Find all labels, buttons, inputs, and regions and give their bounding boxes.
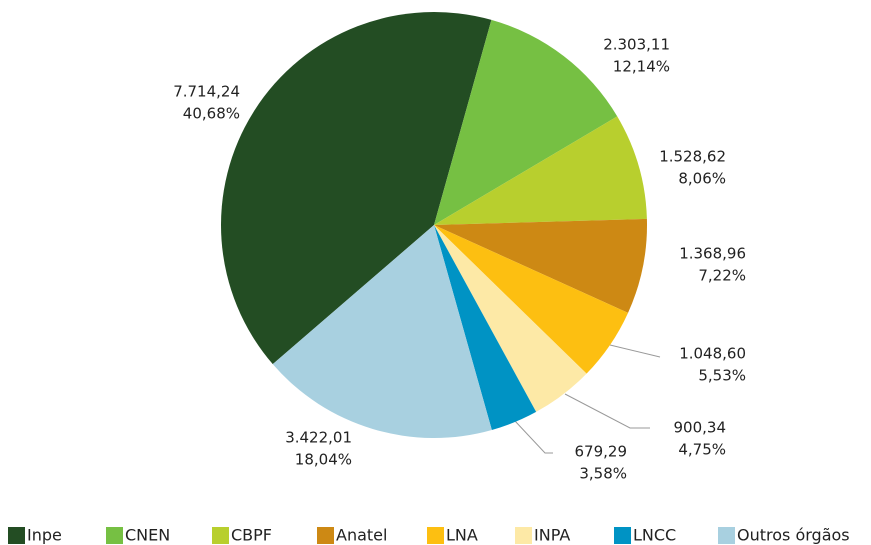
legend-label: CBPF	[231, 526, 272, 545]
percent-label: 8,06%	[678, 170, 726, 188]
legend-swatch	[427, 527, 444, 544]
legend-label: Outros órgãos	[737, 526, 850, 545]
value-label: 900,34	[674, 419, 727, 437]
pie-slice	[434, 225, 587, 412]
percent-label: 12,14%	[613, 58, 670, 76]
pie-slice	[434, 19, 618, 225]
legend-label: LNCC	[633, 526, 676, 545]
percent-label: 18,04%	[295, 451, 352, 469]
percent-label: 4,75%	[678, 441, 726, 459]
value-label: 1.528,62	[659, 148, 726, 166]
percent-label: 7,22%	[698, 267, 746, 285]
legend-label: LNA	[446, 526, 478, 545]
percent-label: 40,68%	[183, 105, 240, 123]
leader-line	[564, 393, 650, 429]
legend-label: Inpe	[27, 526, 62, 545]
legend-swatch	[614, 527, 631, 544]
value-label: 1.368,96	[679, 245, 746, 263]
legend-swatch	[212, 527, 229, 544]
percent-label: 3,58%	[579, 465, 627, 483]
pie-slice	[220, 11, 492, 365]
legend-label: INPA	[534, 526, 570, 545]
legend-swatch	[8, 527, 25, 544]
value-label: 679,29	[575, 443, 628, 461]
value-label: 2.303,11	[603, 36, 670, 54]
percent-label: 5,53%	[698, 367, 746, 385]
value-label: 3.422,01	[285, 429, 352, 447]
pie-slice	[434, 225, 629, 374]
leader-line	[514, 420, 553, 454]
pie-slice	[434, 225, 537, 430]
pie-slice	[272, 225, 492, 438]
legend-swatch	[317, 527, 334, 544]
legend-label: Anatel	[336, 526, 387, 545]
legend-swatch	[718, 527, 735, 544]
legend-swatch	[106, 527, 123, 544]
pie-slice	[434, 116, 647, 225]
legend-label: CNEN	[125, 526, 170, 545]
pie-slice	[434, 218, 647, 313]
value-label: 7.714,24	[173, 83, 240, 101]
legend-swatch	[515, 527, 532, 544]
leader-line	[609, 344, 661, 358]
value-label: 1.048,60	[679, 345, 746, 363]
